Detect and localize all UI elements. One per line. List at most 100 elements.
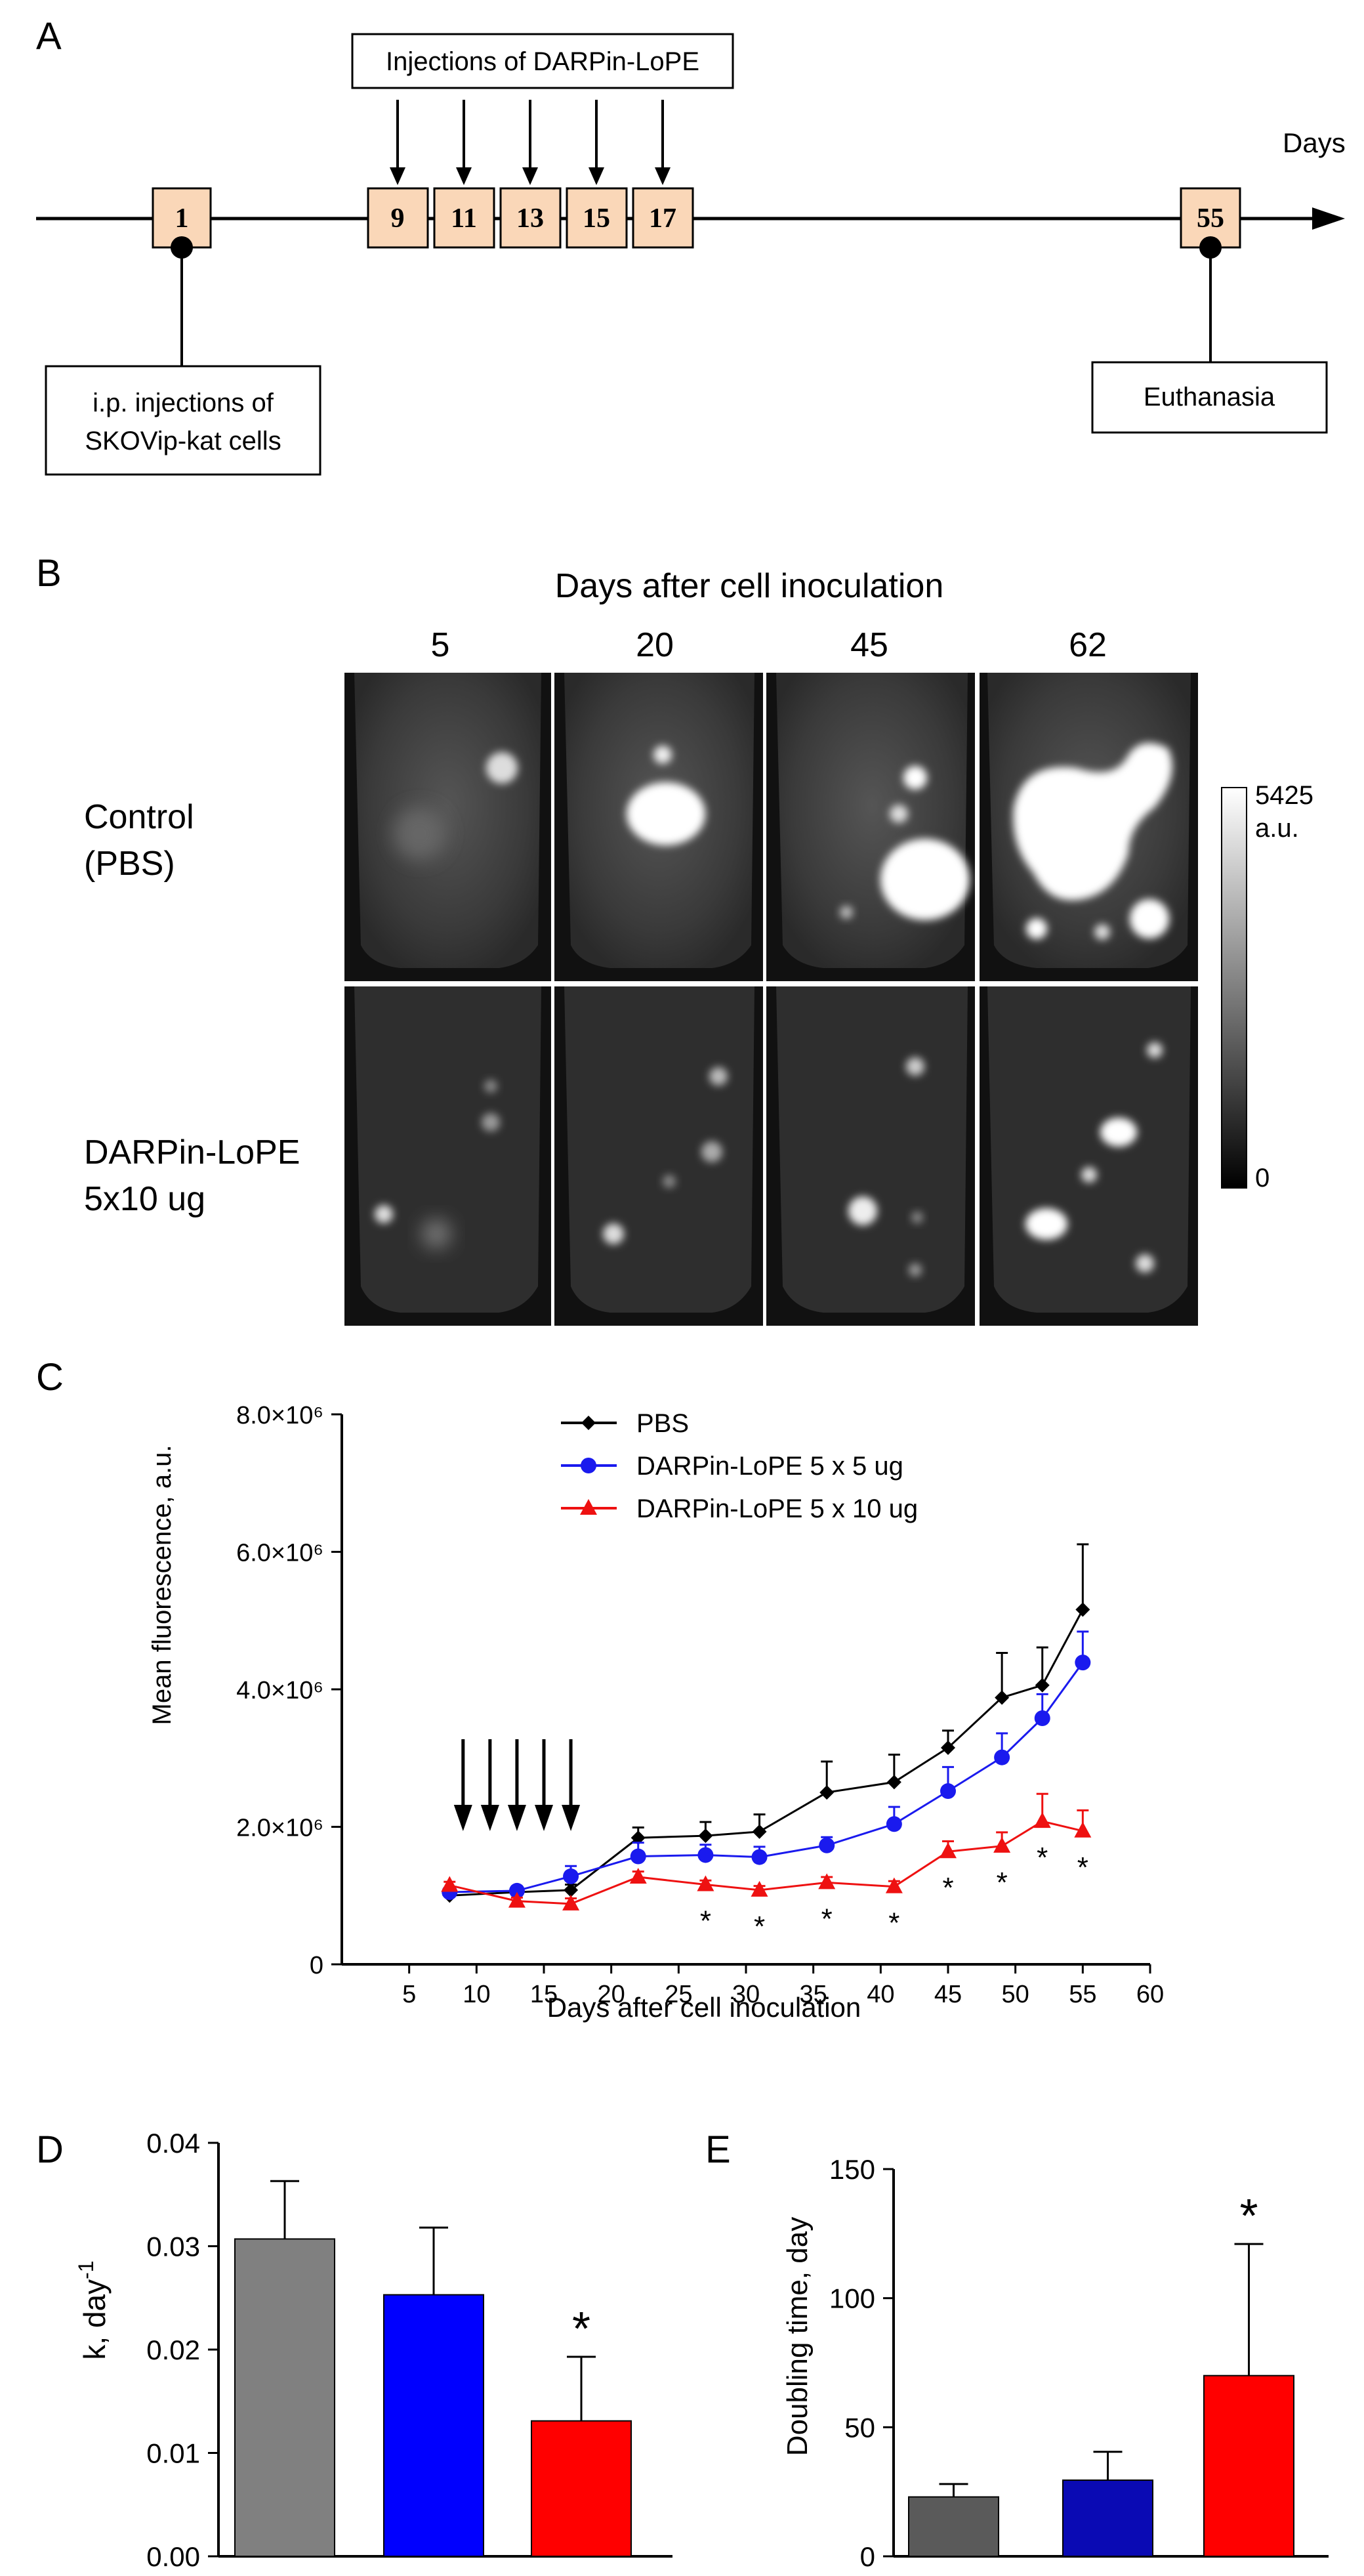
y-tick-label: 8.0×10⁶	[236, 1402, 323, 1429]
svg-text:55: 55	[1197, 203, 1224, 234]
line-chart-axes: 5 10 15 20 25 30 35 40 45 50 55 60 0 2.0×10⁶ 4.0×10⁶ 6.…	[236, 1402, 1164, 2008]
timeline-panel: A Days Injections of DARPin-LoPE 1 9 11 …	[36, 15, 1346, 476]
x-tick-label: 35	[800, 1981, 827, 2008]
panel-letter-e: E	[705, 2128, 731, 2171]
series-0	[442, 1543, 1090, 1903]
line-chart-xlabel: Days after cell inoculation	[547, 1992, 861, 2023]
data-point	[564, 1882, 579, 1897]
y-tick-label: 0.01	[146, 2438, 200, 2469]
data-point	[940, 1842, 957, 1859]
data-point	[1074, 1821, 1092, 1838]
data-point	[581, 1458, 596, 1473]
svg-text:15: 15	[583, 203, 610, 234]
x-tick-label: 5	[402, 1981, 416, 2008]
start-label-box	[45, 365, 321, 476]
injection-arrow-head	[562, 1805, 581, 1831]
y-tick-label: 100	[829, 2283, 875, 2314]
data-point	[441, 1876, 459, 1892]
image-control-day5	[344, 673, 551, 981]
data-point	[581, 1416, 596, 1430]
colorbar	[1221, 787, 1247, 1189]
significance-stars: * * * * * * * *	[700, 1842, 1088, 1943]
significance-star: *	[1239, 2190, 1258, 2243]
data-point	[1033, 1812, 1051, 1828]
data-point	[562, 1894, 580, 1911]
data-point	[886, 1775, 901, 1790]
x-tick-label: 10	[463, 1981, 490, 2008]
bar-2	[1203, 2375, 1294, 2558]
x-tick-label: 20	[598, 1981, 625, 2008]
data-point	[508, 1891, 526, 1908]
y-tick-label: 0	[860, 2541, 875, 2572]
data-point	[630, 1848, 646, 1865]
injection-arrow-head	[453, 1805, 472, 1831]
timeline-arrowhead	[1312, 207, 1345, 230]
data-point	[995, 1690, 1010, 1705]
x-tick-label: 15	[530, 1981, 558, 2008]
x-tick-label: 50	[1002, 1981, 1029, 2008]
bar-0	[234, 2238, 335, 2558]
panel-letter-c: C	[36, 1356, 64, 1399]
line-chart-ylabel: Mean fluorescence, a.u.	[148, 1445, 176, 1725]
data-point	[819, 1837, 835, 1853]
x-tick-label: 55	[1069, 1981, 1096, 2008]
svg-text:17: 17	[649, 203, 676, 234]
data-point	[752, 1824, 767, 1839]
data-point	[697, 1875, 714, 1891]
injection-label: Injections of DARPin-LoPE	[386, 47, 699, 76]
data-point	[1035, 1678, 1050, 1693]
data-point	[698, 1828, 713, 1844]
injection-arrow-head	[480, 1805, 499, 1831]
data-point	[697, 1847, 714, 1863]
panel-letter-d: D	[36, 2128, 64, 2171]
series-2	[441, 1792, 1092, 1911]
legend-label: DARPin-LoPE 5 x 10 ug	[636, 1494, 918, 1523]
data-point	[940, 1783, 956, 1800]
injection-arrow-head	[535, 1805, 553, 1831]
data-point	[751, 1880, 768, 1897]
data-point	[751, 1849, 768, 1865]
y-tick-label: 0	[310, 1952, 323, 1979]
legend-label: DARPin-LoPE 5 x 5 ug	[636, 1452, 903, 1481]
data-point	[563, 1868, 579, 1884]
data-point	[819, 1785, 835, 1800]
line-chart-legend: PBS DARPin-LoPE 5 x 5 ug DARPin-LoPE 5 x 1…	[561, 1409, 918, 1523]
svg-text:11: 11	[451, 203, 477, 234]
data-point	[580, 1499, 597, 1515]
day-box-11: 11	[433, 187, 495, 249]
x-tick-label: 60	[1136, 1981, 1164, 2008]
data-point	[508, 1882, 525, 1899]
bar-chart-k-ylabel: k, day-1	[74, 2260, 112, 2359]
series-1	[442, 1630, 1091, 1901]
x-tick-label: 40	[867, 1981, 894, 2008]
y-tick-label: 0.03	[146, 2231, 200, 2262]
svg-text:1: 1	[175, 203, 189, 234]
data-point	[993, 1836, 1011, 1853]
bar-chart-doubling-body: 0 50 100 150 *	[829, 2154, 1329, 2572]
image-darpin-day5	[344, 986, 551, 1326]
day-box-15: 15	[566, 187, 628, 249]
bar-2	[531, 2420, 632, 2558]
image-control-day20	[554, 673, 763, 981]
y-tick-label: 6.0×10⁶	[236, 1540, 323, 1567]
significance-star: *	[1077, 1851, 1088, 1884]
data-point	[886, 1816, 902, 1832]
y-tick-label: 4.0×10⁶	[236, 1677, 323, 1704]
series-line	[449, 1820, 1083, 1905]
panel-letter-a: A	[36, 15, 62, 58]
data-point	[1075, 1655, 1091, 1671]
y-tick-label: 0.04	[146, 2128, 200, 2159]
significance-star: *	[997, 1867, 1008, 1899]
data-point	[994, 1749, 1010, 1765]
x-tick-label: 25	[665, 1981, 692, 2008]
svg-text:13: 13	[516, 203, 544, 234]
start-label-line1: i.p. injections of	[93, 389, 274, 417]
image-darpin-day20	[554, 986, 763, 1326]
bar-chart-doubling-ylabel: Doubling time, day	[781, 2217, 814, 2456]
bar-1	[383, 2294, 484, 2557]
y-tick-label: 0.02	[146, 2334, 200, 2365]
